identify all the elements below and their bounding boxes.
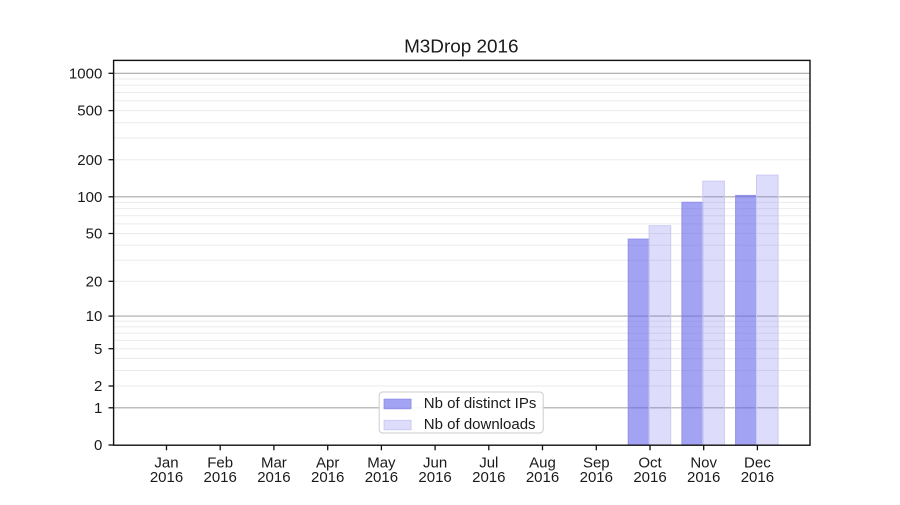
- svg-text:2016: 2016: [741, 469, 774, 486]
- svg-text:Jan: Jan: [154, 454, 178, 471]
- svg-text:100: 100: [77, 189, 102, 206]
- svg-text:Apr: Apr: [316, 454, 339, 471]
- svg-text:2016: 2016: [580, 469, 613, 486]
- svg-text:Oct: Oct: [638, 454, 662, 471]
- svg-text:50: 50: [86, 226, 103, 243]
- svg-text:2016: 2016: [365, 469, 398, 486]
- svg-text:10: 10: [86, 308, 103, 325]
- svg-text:2016: 2016: [472, 469, 505, 486]
- svg-text:Nov: Nov: [690, 454, 717, 471]
- svg-text:2016: 2016: [687, 469, 720, 486]
- svg-text:1: 1: [94, 400, 102, 417]
- svg-text:2016: 2016: [633, 469, 666, 486]
- svg-text:5: 5: [94, 341, 102, 358]
- svg-text:2016: 2016: [418, 469, 451, 486]
- svg-text:500: 500: [77, 103, 102, 120]
- svg-text:Nb of distinct IPs: Nb of distinct IPs: [424, 395, 537, 412]
- svg-text:2016: 2016: [311, 469, 344, 486]
- svg-text:Feb: Feb: [207, 454, 233, 471]
- svg-text:Jun: Jun: [423, 454, 447, 471]
- svg-text:Jul: Jul: [479, 454, 498, 471]
- svg-text:2016: 2016: [526, 469, 559, 486]
- svg-text:2016: 2016: [204, 469, 237, 486]
- svg-text:Dec: Dec: [744, 454, 771, 471]
- svg-text:2016: 2016: [257, 469, 290, 486]
- svg-text:2016: 2016: [150, 469, 183, 486]
- svg-text:Mar: Mar: [261, 454, 287, 471]
- svg-text:200: 200: [77, 152, 102, 169]
- svg-text:20: 20: [86, 273, 103, 290]
- svg-text:Aug: Aug: [529, 454, 556, 471]
- svg-text:2: 2: [94, 378, 102, 395]
- svg-text:1000: 1000: [69, 65, 102, 82]
- svg-text:May: May: [367, 454, 396, 471]
- svg-text:M3Drop 2016: M3Drop 2016: [404, 37, 518, 58]
- svg-text:Sep: Sep: [583, 454, 610, 471]
- svg-text:Nb of downloads: Nb of downloads: [424, 416, 536, 433]
- svg-text:0: 0: [94, 437, 102, 454]
